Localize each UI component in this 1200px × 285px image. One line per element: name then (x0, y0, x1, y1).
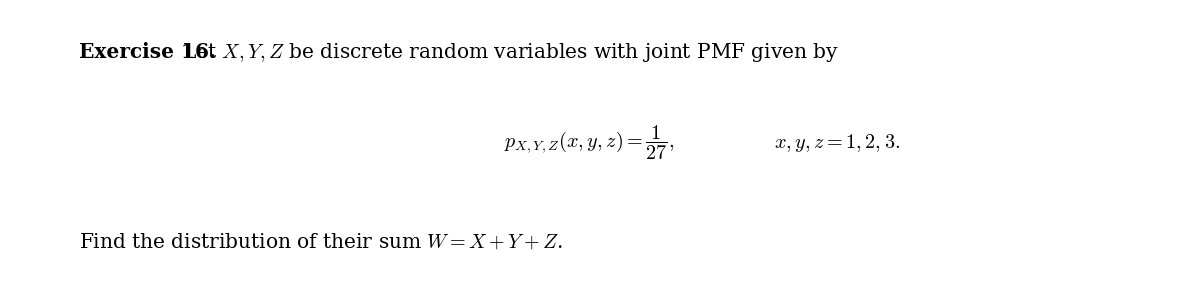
Text: $x, y, z = 1, 2, 3.$: $x, y, z = 1, 2, 3.$ (774, 131, 900, 154)
Text: Exercise 16.: Exercise 16. (79, 42, 216, 62)
Text: Find the distribution of their sum $W = X + Y + Z$.: Find the distribution of their sum $W = … (79, 231, 563, 251)
Text: $p_{X,Y,Z}(x, y, z) = \dfrac{1}{27},$: $p_{X,Y,Z}(x, y, z) = \dfrac{1}{27},$ (504, 123, 674, 162)
Text: Let $X, Y, Z$ be discrete random variables with joint PMF given by: Let $X, Y, Z$ be discrete random variabl… (163, 41, 839, 64)
